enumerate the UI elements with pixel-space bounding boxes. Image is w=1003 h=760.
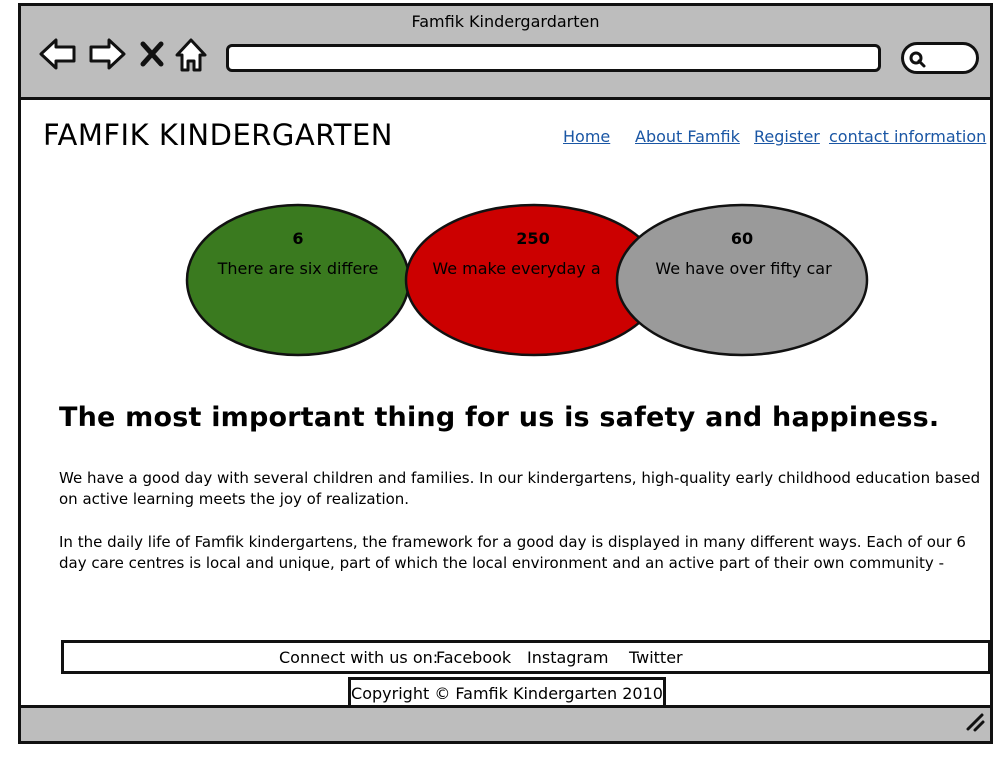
- nav-register-link[interactable]: Register: [754, 127, 820, 146]
- instagram-link[interactable]: Instagram: [527, 648, 609, 667]
- stat-text-3: We have over fifty car: [655, 259, 832, 278]
- twitter-link[interactable]: Twitter: [629, 648, 683, 667]
- connect-label: Connect with us on:: [279, 648, 439, 667]
- window-title: Famfik Kindergardarten: [411, 12, 600, 31]
- browser-window: Famfik Kindergardarten: [18, 3, 993, 744]
- browser-statusbar: [21, 705, 990, 741]
- nav-contact-link[interactable]: contact information: [829, 127, 987, 146]
- stat-number-1: 6: [292, 229, 304, 248]
- forward-icon[interactable]: [87, 36, 127, 72]
- headline: The most important thing for us is safet…: [59, 402, 940, 433]
- paragraph-2: In the daily life of Famfik kindergarten…: [59, 533, 966, 572]
- stat-number-2: 250: [516, 229, 550, 248]
- nav-home-link[interactable]: Home: [563, 127, 611, 146]
- search-box[interactable]: [901, 42, 979, 74]
- stat-circle-green: [185, 203, 411, 357]
- search-icon: [907, 49, 927, 73]
- facebook-link[interactable]: Facebook: [436, 648, 512, 667]
- social-bar: Connect with us on: Facebook Instagram T…: [61, 640, 991, 674]
- nav-about-link[interactable]: About Famfik: [635, 127, 740, 146]
- page-content: FAMFIK KINDERGARTEN Home About Famfik Re…: [21, 100, 991, 711]
- resize-handle-icon[interactable]: [962, 709, 986, 737]
- site-title: FAMFIK KINDERGARTEN: [43, 118, 393, 152]
- paragraph-1: We have a good day with several children…: [59, 469, 981, 508]
- home-icon[interactable]: [173, 36, 209, 72]
- stat-text-2: We make everyday a: [432, 259, 601, 278]
- browser-titlebar: Famfik Kindergardarten: [21, 6, 990, 100]
- stat-number-3: 60: [730, 229, 754, 248]
- stop-close-icon[interactable]: [139, 36, 165, 72]
- back-icon[interactable]: [38, 36, 78, 72]
- stats-circles: [185, 203, 869, 357]
- address-bar[interactable]: [226, 44, 881, 72]
- stat-text-1: There are six differe: [217, 259, 379, 278]
- stat-circle-grey: [615, 203, 869, 357]
